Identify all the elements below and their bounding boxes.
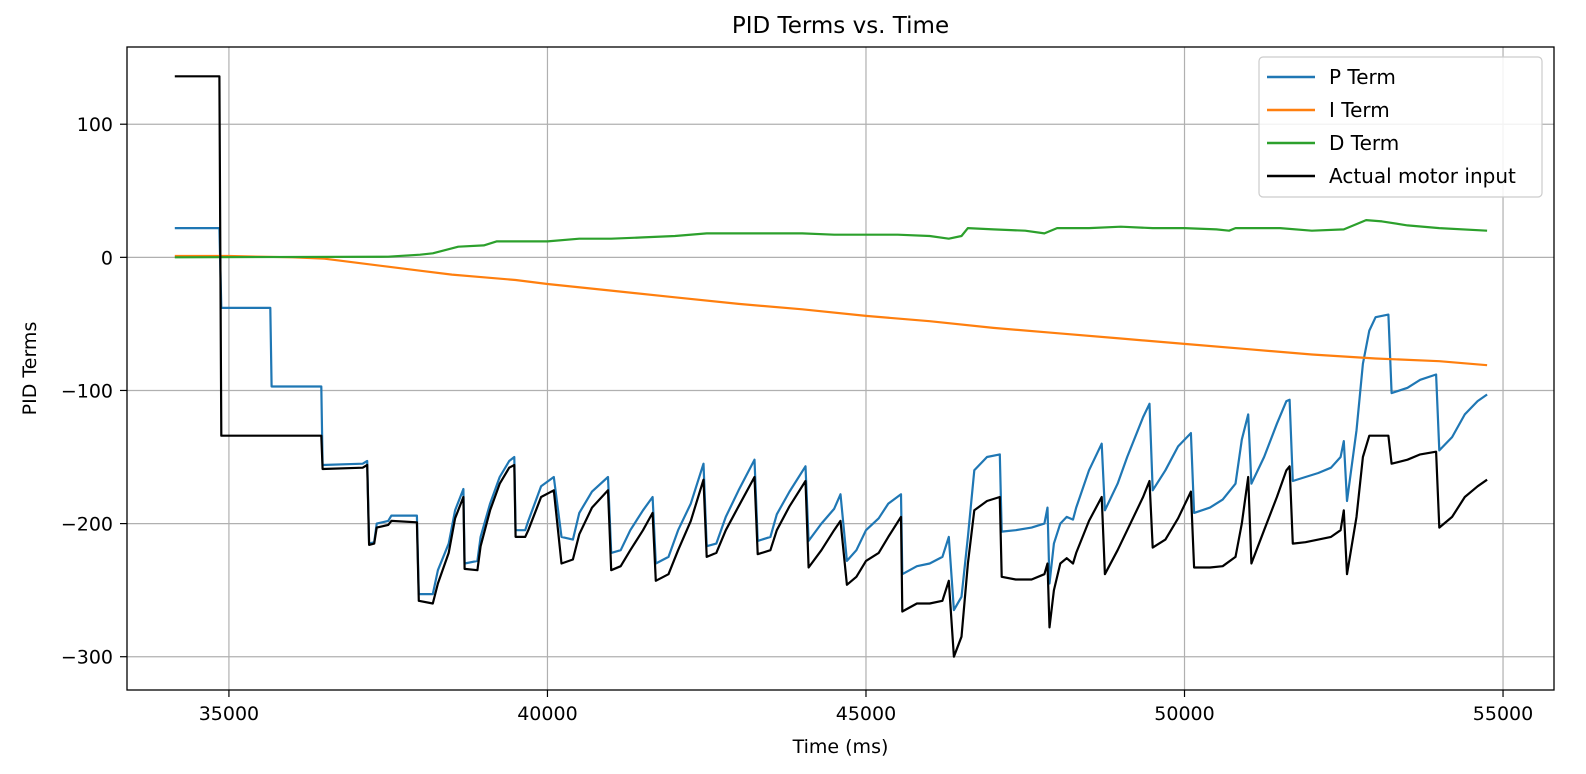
x-tick-label: 55000 [1473, 703, 1533, 725]
y-tick-label: −200 [61, 514, 113, 536]
legend: P Term I Term D Term Actual motor input [1258, 56, 1543, 198]
legend-label: I Term [1329, 98, 1390, 122]
series-lines [174, 75, 1488, 658]
series-line-2 [174, 219, 1488, 259]
x-tick-label: 50000 [1154, 703, 1214, 725]
chart-title: PID Terms vs. Time [732, 13, 949, 39]
legend-label: D Term [1329, 131, 1399, 155]
x-tick-label: 45000 [836, 703, 896, 725]
series-line-3 [174, 75, 1488, 658]
y-tick-label: 100 [77, 114, 113, 136]
series-line-1 [174, 254, 1488, 367]
legend-label: Actual motor input [1329, 164, 1516, 188]
legend-label: P Term [1329, 65, 1396, 89]
series-line-0 [174, 227, 1488, 612]
x-tick-label: 35000 [199, 703, 259, 725]
x-tick-label: 40000 [517, 703, 577, 725]
axis-ticks: 35000 40000 45000 50000 55000 100 0 −100 −200 −30… [61, 114, 1533, 725]
y-tick-label: 0 [101, 247, 113, 269]
y-tick-label: −300 [61, 647, 113, 669]
legend-box [1258, 56, 1543, 198]
y-tick-label: −100 [61, 380, 113, 402]
y-axis-label: PID Terms [19, 322, 41, 416]
x-axis-label: Time (ms) [792, 736, 889, 758]
plot-frame [126, 46, 1555, 691]
